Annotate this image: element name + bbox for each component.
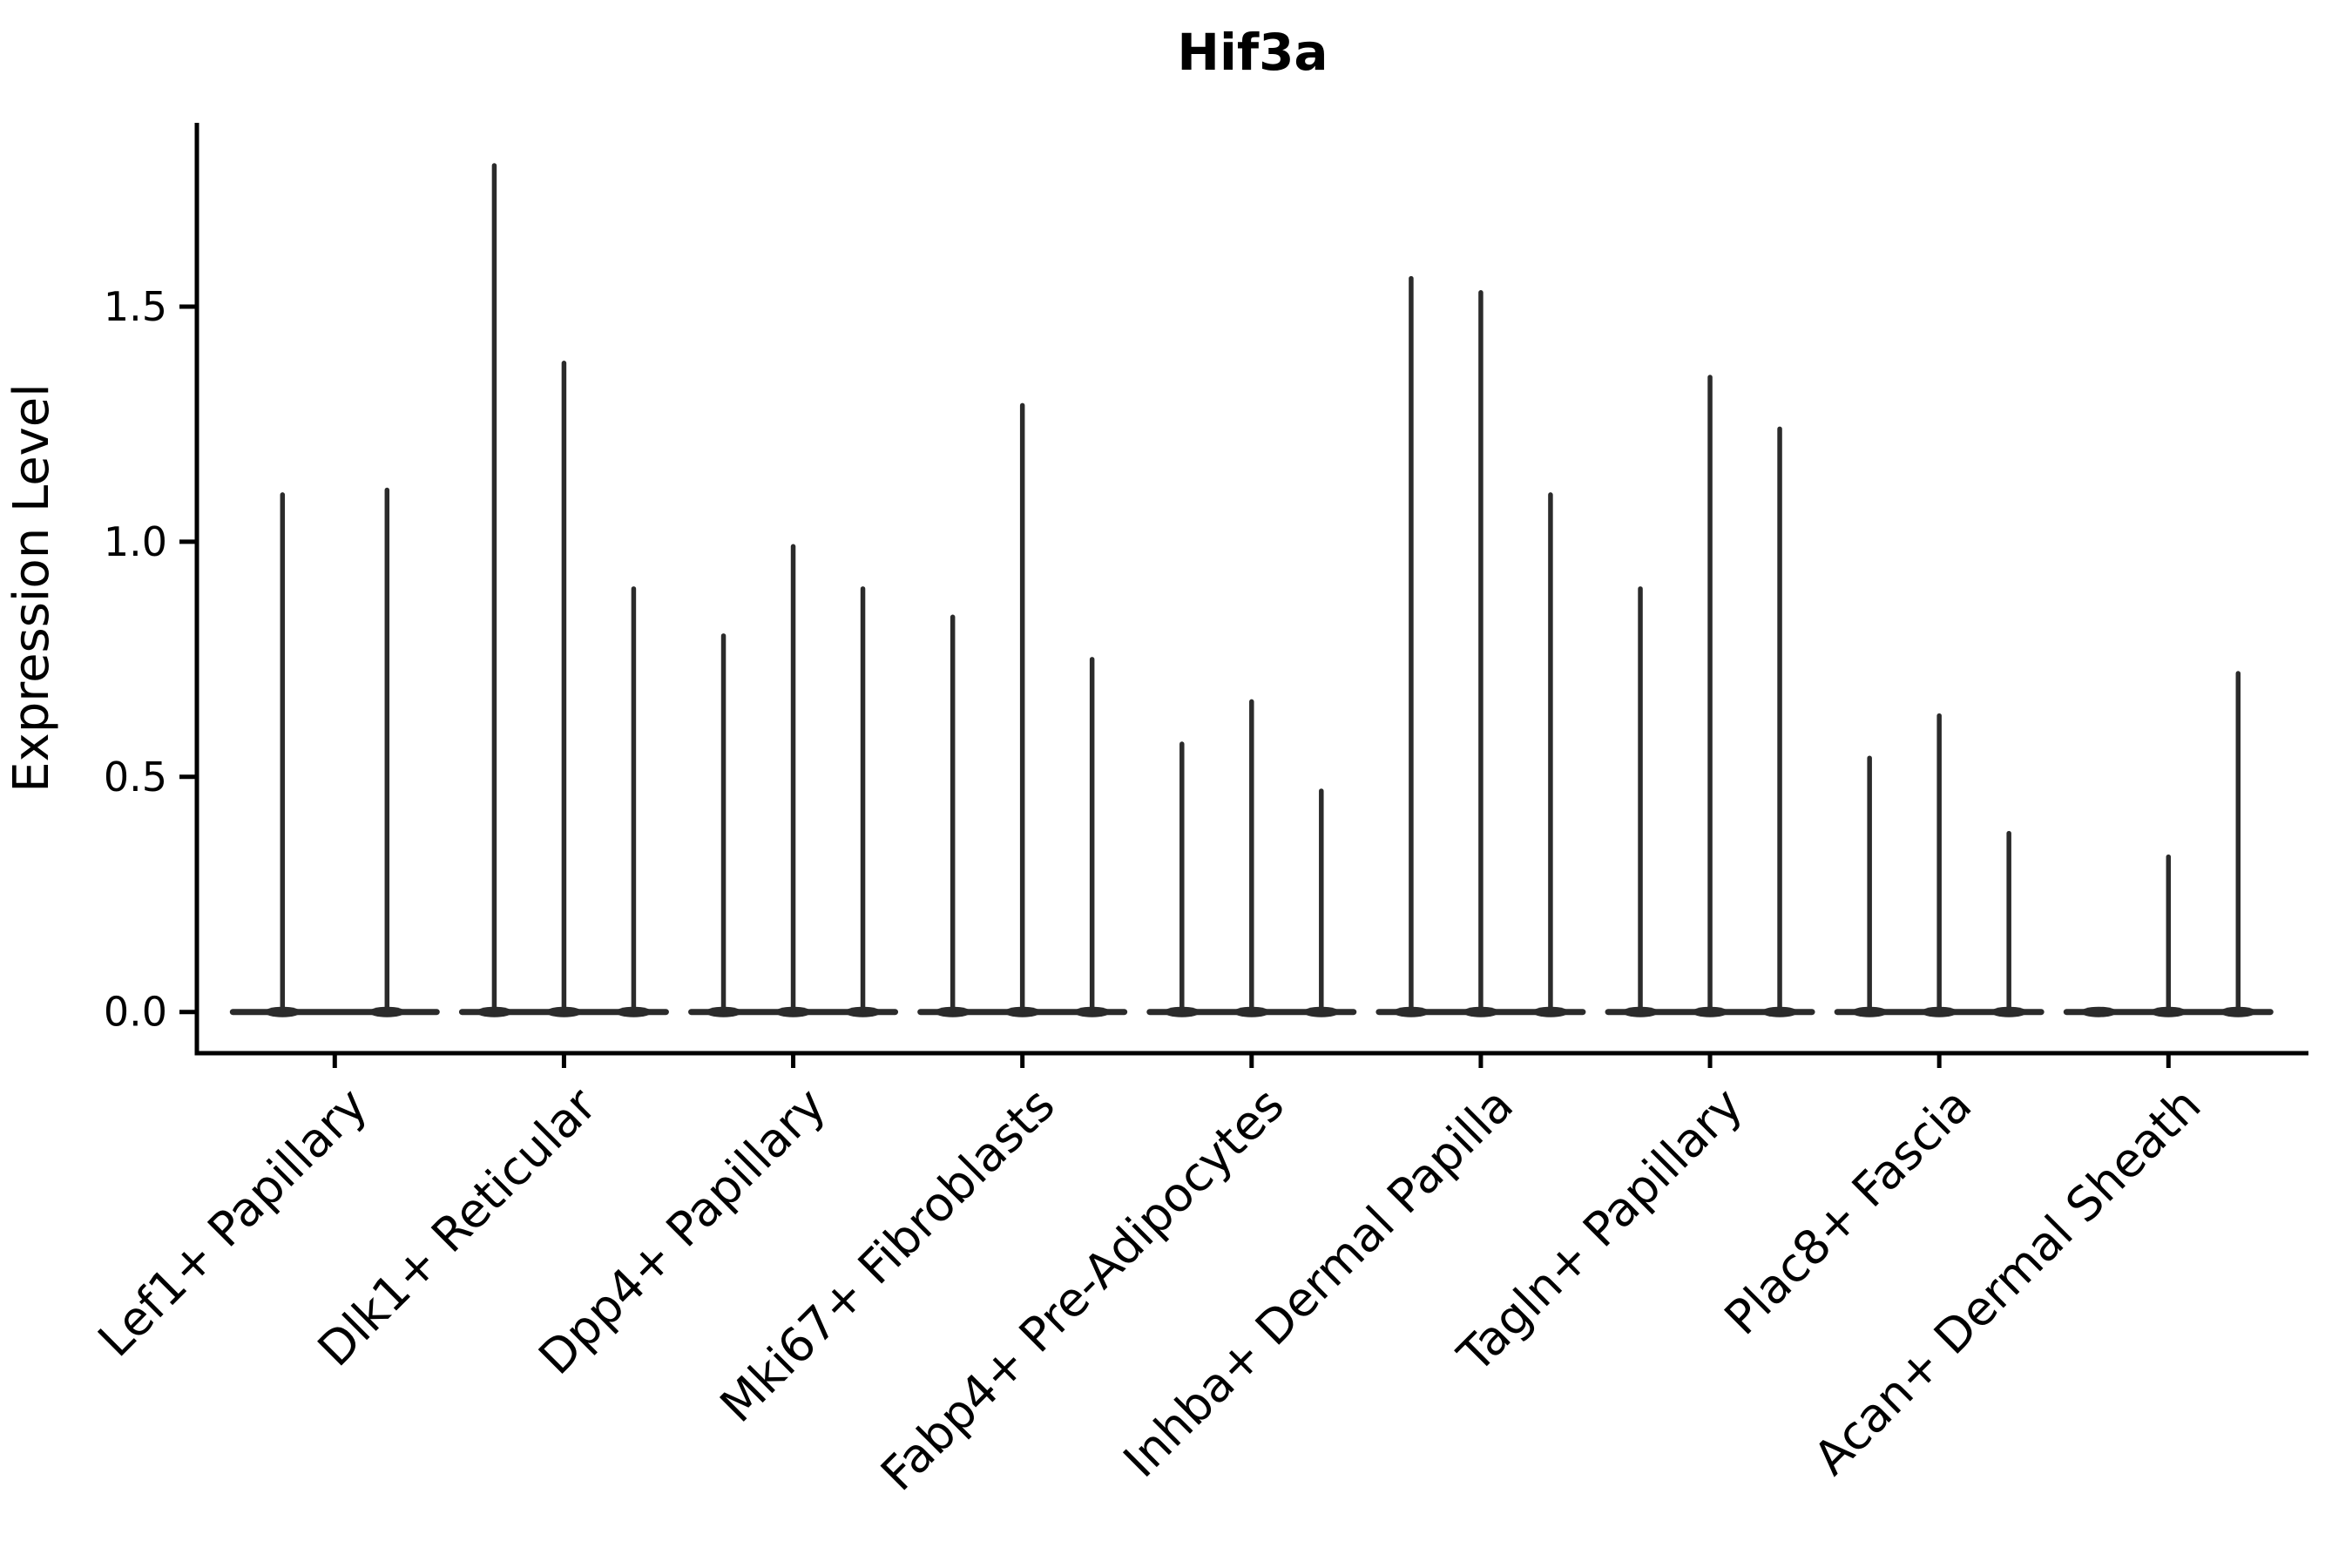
violin-group <box>1834 713 2044 1017</box>
x-tick-label: Plac8+ Fascia <box>1714 1078 1983 1346</box>
axes-layer: 0.0 0.5 1.0 1.5 <box>104 123 2308 1068</box>
y-tick-label: 0.5 <box>104 754 167 801</box>
violin-group <box>917 402 1128 1017</box>
violin-group <box>229 487 440 1017</box>
violin-group <box>458 163 669 1017</box>
x-tick-label: Inhba+ Dermal Papilla <box>1113 1078 1524 1488</box>
violin-group <box>1146 699 1357 1017</box>
x-tick-label: Fabp4+ Pre-Adipocytes <box>870 1078 1294 1502</box>
violin-group <box>1375 275 1586 1017</box>
y-tick-label: 1.0 <box>104 518 167 565</box>
violin-group <box>2063 671 2274 1017</box>
x-tick-label: Acan+ Dermal Sheath <box>1803 1078 2211 1485</box>
violin-body <box>2080 1006 2118 1017</box>
y-axis-label: Expression Level <box>3 383 60 793</box>
plot-title: Hif3a <box>1177 23 1328 82</box>
violin-group <box>1605 375 1815 1017</box>
y-tick-label: 0.0 <box>104 989 167 1036</box>
violin-group <box>688 544 899 1017</box>
y-tick-label: 1.5 <box>104 283 167 330</box>
violin-layer <box>229 163 2274 1017</box>
